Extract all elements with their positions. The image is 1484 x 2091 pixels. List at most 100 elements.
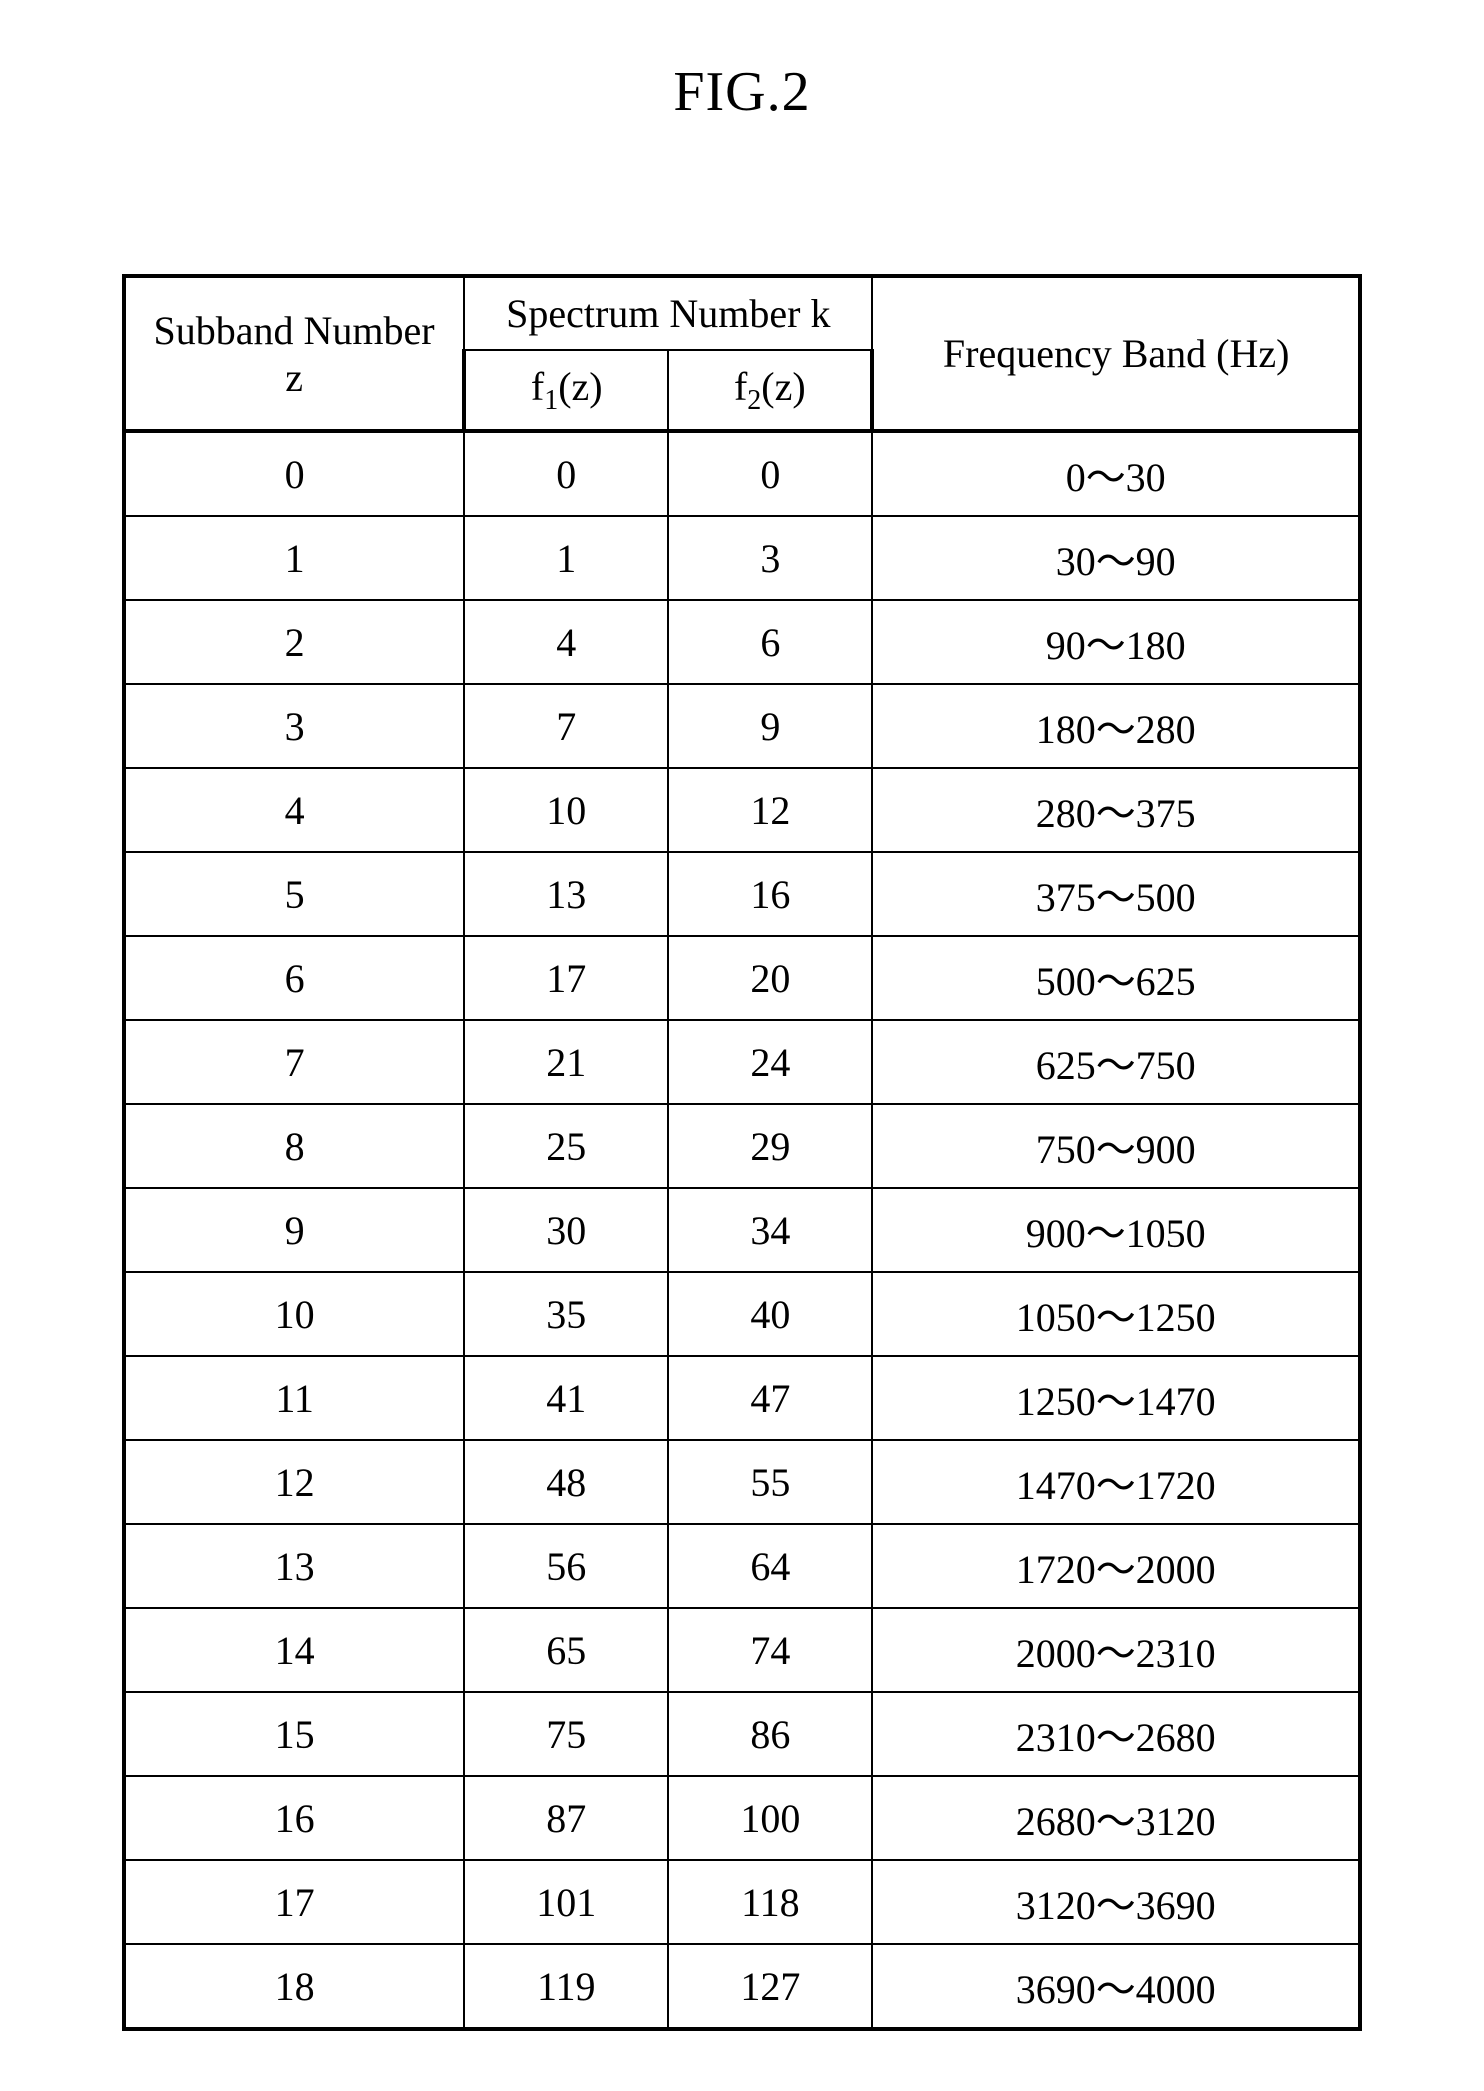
table-row: 41012280～375	[124, 768, 1360, 852]
table-row: 1575862310～2680	[124, 1692, 1360, 1776]
cell-freqband: 500～625	[872, 936, 1360, 1020]
cell-subband-z: 15	[124, 1692, 464, 1776]
cell-freqband: 0～30	[872, 431, 1360, 516]
table-row: 61720500～625	[124, 936, 1360, 1020]
cell-f2: 12	[668, 768, 872, 852]
table-row: 379180～280	[124, 684, 1360, 768]
subband-table: Subband Number z Spectrum Number k Frequ…	[122, 274, 1362, 2031]
cell-subband-z: 2	[124, 600, 464, 684]
cell-subband-z: 9	[124, 1188, 464, 1272]
table-row: 1141471250～1470	[124, 1356, 1360, 1440]
cell-f2: 6	[668, 600, 872, 684]
cell-f1: 10	[464, 768, 668, 852]
cell-f2: 74	[668, 1608, 872, 1692]
cell-f1: 48	[464, 1440, 668, 1524]
cell-f1: 21	[464, 1020, 668, 1104]
cell-freqband: 900～1050	[872, 1188, 1360, 1272]
header-freqband: Frequency Band (Hz)	[872, 276, 1360, 431]
cell-f1: 4	[464, 600, 668, 684]
table-row: 24690～180	[124, 600, 1360, 684]
header-f1: f1(z)	[464, 350, 668, 431]
cell-freqband: 2000～2310	[872, 1608, 1360, 1692]
cell-f1: 17	[464, 936, 668, 1020]
cell-f2: 55	[668, 1440, 872, 1524]
cell-f1: 119	[464, 1944, 668, 2029]
cell-f1: 41	[464, 1356, 668, 1440]
table-row: 181191273690～4000	[124, 1944, 1360, 2029]
table-row: 93034900～1050	[124, 1188, 1360, 1272]
table-row: 82529750～900	[124, 1104, 1360, 1188]
table-row: 1035401050～1250	[124, 1272, 1360, 1356]
cell-subband-z: 13	[124, 1524, 464, 1608]
cell-f1: 101	[464, 1860, 668, 1944]
cell-f1: 25	[464, 1104, 668, 1188]
cell-subband-z: 6	[124, 936, 464, 1020]
header-f2-arg: (z)	[761, 364, 805, 409]
cell-f2: 9	[668, 684, 872, 768]
cell-f1: 1	[464, 516, 668, 600]
figure-title: FIG.2	[100, 60, 1384, 124]
cell-subband-z: 3	[124, 684, 464, 768]
cell-subband-z: 14	[124, 1608, 464, 1692]
cell-f2: 20	[668, 936, 872, 1020]
cell-freqband: 3120～3690	[872, 1860, 1360, 1944]
cell-f1: 75	[464, 1692, 668, 1776]
table-row: 72124625～750	[124, 1020, 1360, 1104]
cell-subband-z: 1	[124, 516, 464, 600]
cell-freqband: 90～180	[872, 600, 1360, 684]
cell-f1: 13	[464, 852, 668, 936]
cell-freqband: 2680～3120	[872, 1776, 1360, 1860]
cell-f2: 86	[668, 1692, 872, 1776]
cell-f2: 47	[668, 1356, 872, 1440]
cell-f2: 100	[668, 1776, 872, 1860]
table-header: Subband Number z Spectrum Number k Frequ…	[124, 276, 1360, 431]
cell-freqband: 750～900	[872, 1104, 1360, 1188]
header-subband-line1: Subband Number	[154, 308, 435, 353]
cell-f2: 29	[668, 1104, 872, 1188]
cell-f1: 7	[464, 684, 668, 768]
cell-freqband: 1050～1250	[872, 1272, 1360, 1356]
cell-f2: 118	[668, 1860, 872, 1944]
table-row: 1356641720～2000	[124, 1524, 1360, 1608]
table-row: 1465742000～2310	[124, 1608, 1360, 1692]
cell-freqband: 1720～2000	[872, 1524, 1360, 1608]
cell-f1: 30	[464, 1188, 668, 1272]
cell-f1: 87	[464, 1776, 668, 1860]
header-subband-line2: z	[285, 355, 303, 400]
cell-freqband: 3690～4000	[872, 1944, 1360, 2029]
cell-subband-z: 0	[124, 431, 464, 516]
cell-f2: 34	[668, 1188, 872, 1272]
table-row: 11330～90	[124, 516, 1360, 600]
table-row: 0000～30	[124, 431, 1360, 516]
cell-freqband: 180～280	[872, 684, 1360, 768]
cell-freqband: 1470～1720	[872, 1440, 1360, 1524]
cell-f1: 35	[464, 1272, 668, 1356]
cell-subband-z: 4	[124, 768, 464, 852]
table-row: 1248551470～1720	[124, 1440, 1360, 1524]
table-row: 16871002680～3120	[124, 1776, 1360, 1860]
table-body: 0000～3011330～9024690～180379180～280410122…	[124, 431, 1360, 2029]
cell-subband-z: 18	[124, 1944, 464, 2029]
cell-freqband: 625～750	[872, 1020, 1360, 1104]
header-f1-sub: 1	[544, 385, 558, 416]
cell-f1: 65	[464, 1608, 668, 1692]
cell-subband-z: 11	[124, 1356, 464, 1440]
cell-f2: 24	[668, 1020, 872, 1104]
table-row: 171011183120～3690	[124, 1860, 1360, 1944]
cell-subband-z: 7	[124, 1020, 464, 1104]
cell-f2: 127	[668, 1944, 872, 2029]
header-subband: Subband Number z	[124, 276, 464, 431]
cell-freqband: 1250～1470	[872, 1356, 1360, 1440]
cell-freqband: 2310～2680	[872, 1692, 1360, 1776]
cell-f2: 40	[668, 1272, 872, 1356]
cell-subband-z: 12	[124, 1440, 464, 1524]
cell-f2: 16	[668, 852, 872, 936]
cell-f2: 64	[668, 1524, 872, 1608]
header-f1-base: f	[531, 364, 544, 409]
header-f2-sub: 2	[747, 385, 761, 416]
cell-f2: 0	[668, 431, 872, 516]
cell-subband-z: 16	[124, 1776, 464, 1860]
cell-f1: 0	[464, 431, 668, 516]
cell-freqband: 280～375	[872, 768, 1360, 852]
header-f2: f2(z)	[668, 350, 872, 431]
